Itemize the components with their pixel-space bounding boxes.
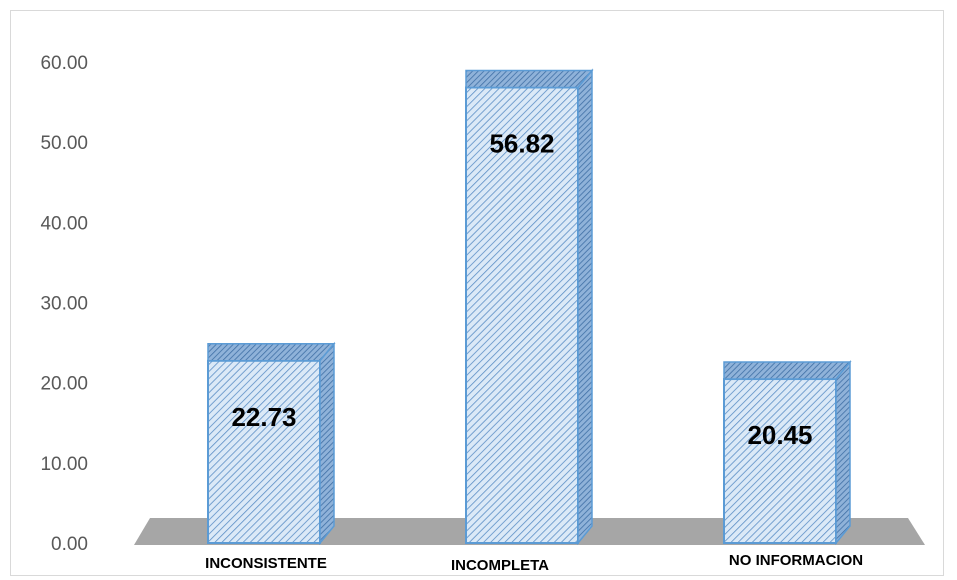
y-tick-label: 30.00 bbox=[40, 294, 88, 315]
y-tick-label: 20.00 bbox=[40, 374, 88, 395]
bar-front-face bbox=[207, 359, 321, 544]
bar-top-face bbox=[723, 361, 852, 380]
bar-data-label: 22.73 bbox=[231, 402, 296, 432]
bar-top-face bbox=[465, 69, 594, 89]
bar-data-label: 20.45 bbox=[747, 420, 812, 450]
bar-data-label: 56.82 bbox=[489, 128, 554, 158]
x-category-label: NO INFORMACION bbox=[729, 552, 863, 569]
bar: 56.82 bbox=[465, 68, 594, 546]
y-tick-label: 40.00 bbox=[40, 213, 88, 234]
bar-front-face bbox=[465, 86, 579, 544]
x-category-label: INCONSISTENTE bbox=[205, 555, 327, 572]
bar-side-face bbox=[835, 359, 851, 546]
bar-front-face bbox=[723, 378, 837, 544]
y-tick-label: 10.00 bbox=[40, 454, 88, 475]
y-tick-label: 60.00 bbox=[40, 53, 88, 74]
bar-side-face bbox=[319, 341, 335, 546]
x-category-label: INCOMPLETA bbox=[451, 557, 549, 574]
y-tick-label: 50.00 bbox=[40, 133, 88, 154]
bar-side-face bbox=[577, 68, 593, 546]
bar: 20.45 bbox=[723, 359, 852, 546]
y-tick-label: 0.00 bbox=[51, 534, 88, 555]
bar-top-face bbox=[207, 343, 336, 362]
bar: 22.73 bbox=[207, 341, 336, 546]
